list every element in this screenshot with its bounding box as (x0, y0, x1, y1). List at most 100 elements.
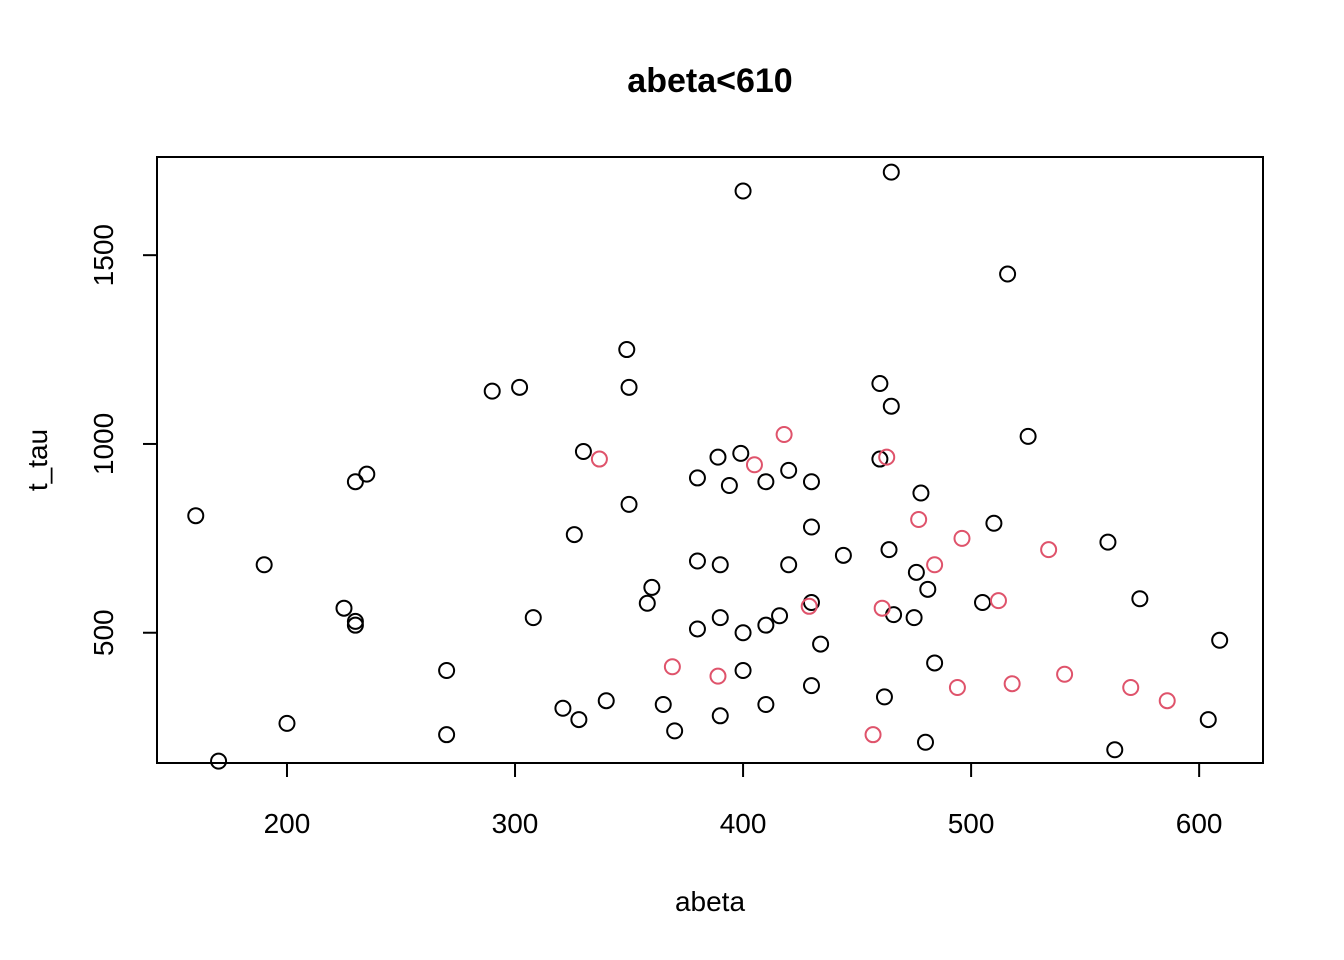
data-point-black (882, 397, 900, 415)
data-point-black (999, 265, 1017, 283)
data-point-black (1211, 631, 1229, 649)
data-point-black (554, 699, 572, 717)
chart-title: abeta<610 (627, 62, 792, 100)
x-axis: 200 300 400 500 600 (264, 762, 1223, 839)
data-point-black (643, 578, 661, 596)
data-point-black (438, 726, 456, 744)
data-point-black (780, 556, 798, 574)
data-point-red (1003, 675, 1021, 693)
data-point-black (187, 507, 205, 525)
data-point-black (720, 476, 738, 494)
y-tick-label: 500 (88, 609, 119, 656)
x-tick-label: 400 (720, 808, 767, 839)
y-axis-label: t_tau (22, 429, 53, 491)
x-tick-label: 500 (948, 808, 995, 839)
data-point-black (1106, 741, 1124, 759)
data-point-black (875, 688, 893, 706)
data-point-black (905, 609, 923, 627)
data-point-red (1056, 665, 1074, 683)
data-point-black (734, 624, 752, 642)
x-tick-label: 200 (264, 808, 311, 839)
x-axis-label: abeta (675, 886, 745, 917)
data-point-black (709, 448, 727, 466)
data-point-black (346, 612, 364, 630)
data-point-black (711, 707, 729, 725)
y-tick-label: 1500 (88, 224, 119, 286)
data-point-black (802, 518, 820, 536)
x-tick-label: 300 (492, 808, 539, 839)
data-point-black (732, 444, 750, 462)
data-point-black (1019, 427, 1037, 445)
data-point-black (255, 556, 273, 574)
data-point-red (1158, 692, 1176, 710)
data-point-red (989, 592, 1007, 610)
data-point-black (1199, 711, 1217, 729)
data-point-red (878, 448, 896, 466)
data-point-red (590, 450, 608, 468)
data-point-red (745, 456, 763, 474)
data-point-red (926, 556, 944, 574)
data-point-black (524, 609, 542, 627)
data-point-black (620, 378, 638, 396)
data-point-black (565, 526, 583, 544)
data-point-black (974, 594, 992, 612)
data-point-red (1122, 678, 1140, 696)
data-point-black (871, 450, 889, 468)
data-point-red (910, 510, 928, 528)
data-point-black (916, 733, 934, 751)
data-point-black (711, 609, 729, 627)
data-point-black (882, 163, 900, 181)
data-point-black (771, 607, 789, 625)
data-point-black (780, 461, 798, 479)
data-point-red (709, 667, 727, 685)
data-point-black (907, 563, 925, 581)
data-point-black (985, 514, 1003, 532)
data-point-black (757, 616, 775, 634)
x-tick-label: 600 (1176, 808, 1223, 839)
data-point-red (948, 678, 966, 696)
data-point-black (926, 654, 944, 672)
data-point-black (919, 580, 937, 598)
data-point-black (912, 484, 930, 502)
data-point-black (802, 594, 820, 612)
data-point-red (953, 529, 971, 547)
data-point-black (666, 722, 684, 740)
data-point-black (871, 375, 889, 393)
data-point-red (864, 726, 882, 744)
data-point-black (880, 541, 898, 559)
data-point-black (734, 661, 752, 679)
data-point-black (1131, 590, 1149, 608)
data-point-black (483, 382, 501, 400)
y-tick-label: 1000 (88, 413, 119, 475)
data-point-black (734, 182, 752, 200)
data-points (187, 163, 1229, 770)
data-point-black (335, 599, 353, 617)
data-point-black (654, 695, 672, 713)
data-point-red (1040, 541, 1058, 559)
y-axis: 500 1000 1500 (88, 224, 158, 656)
data-point-black (1099, 533, 1117, 551)
data-point-black (620, 495, 638, 513)
data-point-red (800, 597, 818, 615)
data-point-black (757, 473, 775, 491)
data-point-black (210, 752, 228, 770)
data-point-red (663, 658, 681, 676)
data-point-black (688, 552, 706, 570)
data-point-black (834, 546, 852, 564)
data-point-black (358, 465, 376, 483)
data-point-black (346, 616, 364, 634)
data-point-black (688, 620, 706, 638)
data-point-black (802, 473, 820, 491)
data-point-black (574, 443, 592, 461)
data-point-red (775, 426, 793, 444)
data-point-black (438, 661, 456, 679)
data-point-black (757, 695, 775, 713)
data-point-black (802, 677, 820, 695)
data-point-black (688, 469, 706, 487)
data-point-black (812, 635, 830, 653)
data-point-black (278, 714, 296, 732)
data-point-black (511, 378, 529, 396)
data-point-black (885, 606, 903, 624)
data-point-black (711, 556, 729, 574)
